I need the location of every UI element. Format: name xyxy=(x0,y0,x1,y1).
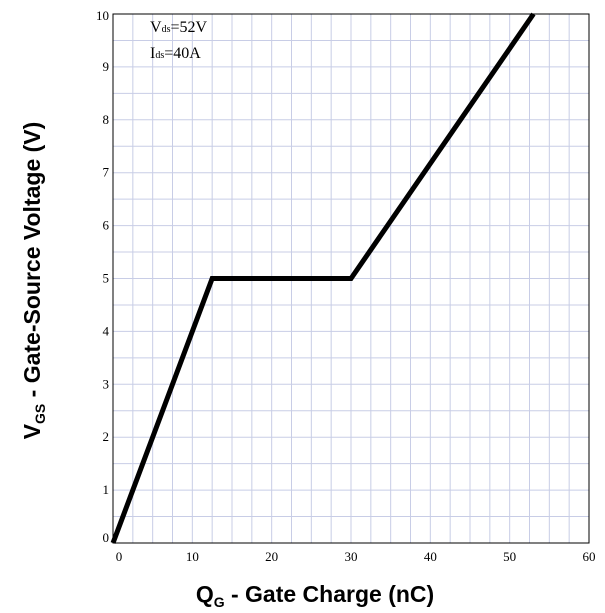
y-tick-label: 3 xyxy=(103,376,110,391)
x-tick-label: 60 xyxy=(583,549,596,564)
y-tick-label: 2 xyxy=(103,429,110,444)
y-tick-label: 9 xyxy=(103,59,110,74)
y-tick-label: 6 xyxy=(103,218,110,233)
y-tick-label: 4 xyxy=(103,323,110,338)
tick-labels: 0 10 20 30 40 50 60 0 1 2 3 4 5 6 7 8 9 10 xyxy=(96,8,596,564)
annotation-vds: Vds=52V xyxy=(150,19,207,36)
y-tick-label: 7 xyxy=(103,165,110,180)
annotations: Vds=52V Ids=40A xyxy=(150,19,207,62)
x-tick-label: 40 xyxy=(424,549,437,564)
y-tick-label: 5 xyxy=(103,271,110,286)
x-tick-label: 20 xyxy=(265,549,278,564)
series xyxy=(110,12,536,544)
x-tick-label: 10 xyxy=(186,549,199,564)
y-tick-label: 8 xyxy=(103,112,110,127)
annotation-ids: Ids=40A xyxy=(150,45,201,62)
x-tick-label: 50 xyxy=(503,549,516,564)
plot-frame xyxy=(112,13,590,544)
x-tick-label: 30 xyxy=(345,549,358,564)
y-axis-title: VGS - Gate-Source Voltage (V) xyxy=(19,122,48,440)
x-axis-title: QG - Gate Charge (nC) xyxy=(196,581,434,610)
grid xyxy=(113,14,589,543)
y-tick-label: 10 xyxy=(96,8,109,23)
gate-charge-curve xyxy=(110,12,536,544)
x-tick-label: 0 xyxy=(116,549,123,564)
y-tick-label: 1 xyxy=(103,482,110,497)
y-tick-label: 0 xyxy=(103,530,110,545)
